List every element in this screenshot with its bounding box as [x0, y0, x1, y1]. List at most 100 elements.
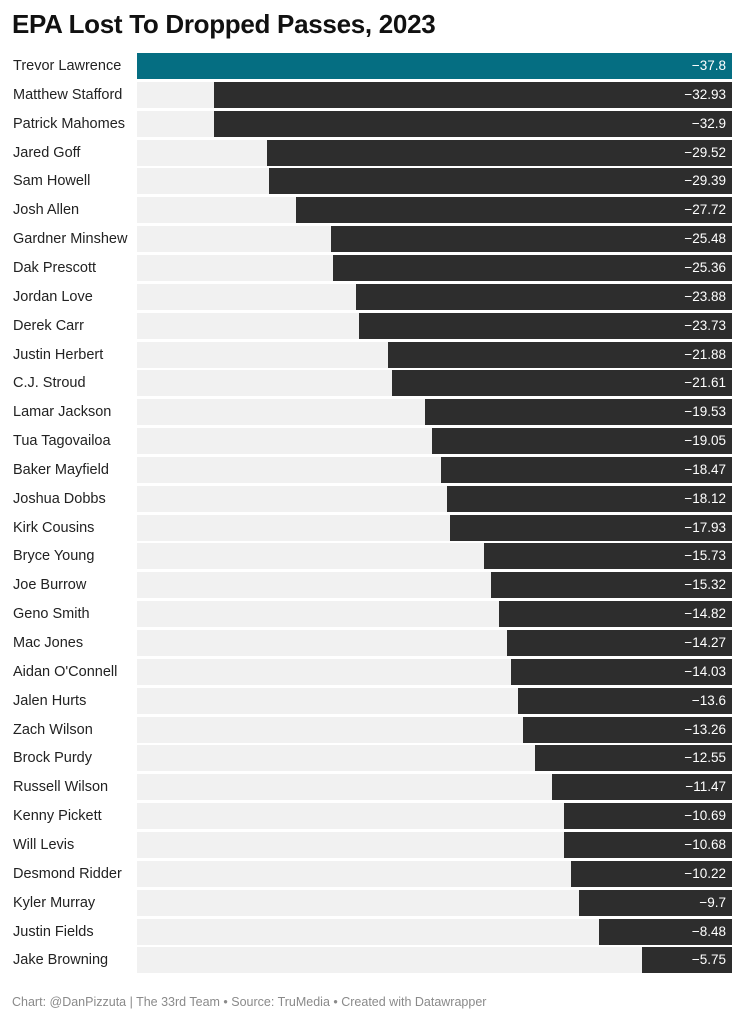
bar-track: −21.88	[137, 341, 732, 368]
bar-chart: Trevor Lawrence −37.8 Matthew Stafford −32.…	[0, 53, 745, 975]
bar-category-label: Lamar Jackson	[13, 404, 112, 421]
bar-category-label: Derek Carr	[13, 317, 84, 334]
bar-value-label: −15.73	[684, 548, 726, 564]
bar-mark: −10.68	[563, 831, 732, 858]
bar-mark: −32.93	[213, 81, 732, 108]
bar-category-label: C.J. Stroud	[13, 375, 86, 392]
bar-value-label: −25.36	[684, 259, 726, 275]
bar-track: −14.03	[137, 658, 732, 685]
bar-value-label: −27.72	[684, 202, 726, 218]
bar-mark: −9.7	[579, 889, 732, 916]
bar-mark: −21.88	[387, 341, 732, 368]
bar-row: Brock Purdy −12.55	[0, 745, 745, 772]
bar-value-label: −10.22	[684, 865, 726, 881]
bar-value-label: −29.39	[684, 173, 726, 189]
bar-category-label: Will Levis	[13, 836, 75, 853]
bar-mark: −11.47	[551, 774, 732, 801]
bar-row: Jared Goff −29.52	[0, 139, 745, 166]
bar-row: Jordan Love −23.88	[0, 283, 745, 310]
bar-track: −19.05	[137, 428, 732, 455]
bar-track: −9.7	[137, 889, 732, 916]
bar-row: Tua Tagovailoa −19.05	[0, 428, 745, 455]
bar-track: −13.26	[137, 716, 732, 743]
bar-category-label: Kyler Murray	[13, 894, 96, 911]
bar-category-label: Russell Wilson	[13, 779, 109, 796]
bar-mark: −19.05	[432, 428, 732, 455]
bar-track: −32.93	[137, 81, 732, 108]
bar-track: −8.48	[137, 918, 732, 945]
bar-mark: −12.55	[534, 745, 732, 772]
bar-mark: −13.26	[523, 716, 732, 743]
bar-mark: −15.73	[484, 543, 732, 570]
bar-value-label: −13.26	[684, 721, 726, 737]
bar-track: −13.6	[137, 687, 732, 714]
bar-row: C.J. Stroud −21.61	[0, 370, 745, 397]
bar-row: Mac Jones −14.27	[0, 630, 745, 656]
bar-mark: −21.61	[391, 370, 732, 397]
bar-track: −19.53	[137, 399, 732, 426]
bar-mark: −23.73	[358, 312, 732, 339]
bar-value-label: −12.55	[684, 750, 726, 766]
bar-track: −21.61	[137, 370, 732, 397]
bar-track: −10.22	[137, 860, 732, 887]
chart-title: EPA Lost To Dropped Passes, 2023	[12, 9, 436, 39]
bar-row: Trevor Lawrence −37.8	[0, 53, 745, 79]
bar-category-label: Baker Mayfield	[13, 461, 109, 478]
bar-mark: −25.48	[330, 226, 732, 253]
bar-row: Justin Herbert −21.88	[0, 341, 745, 368]
bar-category-label: Sam Howell	[13, 173, 91, 190]
bar-row: Aidan O'Connell −14.03	[0, 658, 745, 685]
bar-row: Josh Allen −27.72	[0, 197, 745, 224]
bar-category-label: Jordan Love	[13, 288, 93, 305]
bar-row: Kyler Murray −9.7	[0, 889, 745, 916]
bar-category-label: Patrick Mahomes	[13, 115, 126, 132]
bar-row: Derek Carr −23.73	[0, 312, 745, 339]
bar-value-label: −18.12	[684, 490, 726, 506]
bar-track: −14.27	[137, 630, 732, 656]
bar-track: −29.39	[137, 168, 732, 195]
bar-row: Baker Mayfield −18.47	[0, 456, 745, 483]
bar-row: Jalen Hurts −13.6	[0, 687, 745, 714]
bar-track: −23.73	[137, 312, 732, 339]
bar-value-label: −14.27	[684, 635, 726, 650]
chart-footer-credit: Chart: @DanPizzuta | The 33rd Team • Sou…	[12, 995, 487, 1009]
bar-value-label: −32.93	[684, 86, 726, 102]
bar-row: Geno Smith −14.82	[0, 601, 745, 628]
bar-mark: −10.22	[571, 860, 732, 887]
bar-value-label: −5.75	[691, 952, 726, 968]
bar-row: Patrick Mahomes −32.9	[0, 110, 745, 137]
bar-value-label: −25.48	[684, 231, 726, 247]
bar-category-label: Justin Fields	[13, 923, 94, 940]
bar-row: Gardner Minshew −25.48	[0, 226, 745, 253]
bar-category-label: Jake Browning	[13, 952, 109, 969]
bar-track: −17.93	[137, 514, 732, 541]
bar-track: −11.47	[137, 774, 732, 801]
bar-track: −15.73	[137, 543, 732, 570]
bar-value-label: −11.47	[685, 779, 726, 795]
bar-category-label: Kirk Cousins	[13, 519, 95, 536]
bar-mark: −8.48	[598, 918, 732, 945]
bar-value-label: −13.6	[691, 692, 726, 708]
bar-mark: −25.36	[332, 254, 732, 281]
bar-row: Lamar Jackson −19.53	[0, 399, 745, 426]
bar-value-label: −8.48	[691, 923, 726, 939]
bar-row: Matthew Stafford −32.93	[0, 81, 745, 108]
bar-category-label: Matthew Stafford	[13, 86, 123, 103]
bar-category-label: Josh Allen	[13, 202, 80, 219]
bar-track: −5.75	[137, 947, 732, 974]
bar-row: Zach Wilson −13.26	[0, 716, 745, 743]
bar-mark: −18.47	[441, 456, 732, 483]
bar-category-label: Gardner Minshew	[13, 231, 128, 248]
bar-track: −25.36	[137, 254, 732, 281]
bar-track: −10.69	[137, 803, 732, 830]
bar-track: −23.88	[137, 283, 732, 310]
bar-row: Kirk Cousins −17.93	[0, 514, 745, 541]
bar-value-label: −23.88	[684, 288, 726, 304]
bar-value-label: −14.03	[684, 663, 726, 679]
bar-value-label: −9.7	[699, 894, 726, 910]
bar-mark: −37.8	[137, 53, 732, 79]
bar-row: Bryce Young −15.73	[0, 543, 745, 570]
bar-track: −27.72	[137, 197, 732, 224]
bar-category-label: Brock Purdy	[13, 750, 92, 767]
bar-row: Desmond Ridder −10.22	[0, 860, 745, 887]
